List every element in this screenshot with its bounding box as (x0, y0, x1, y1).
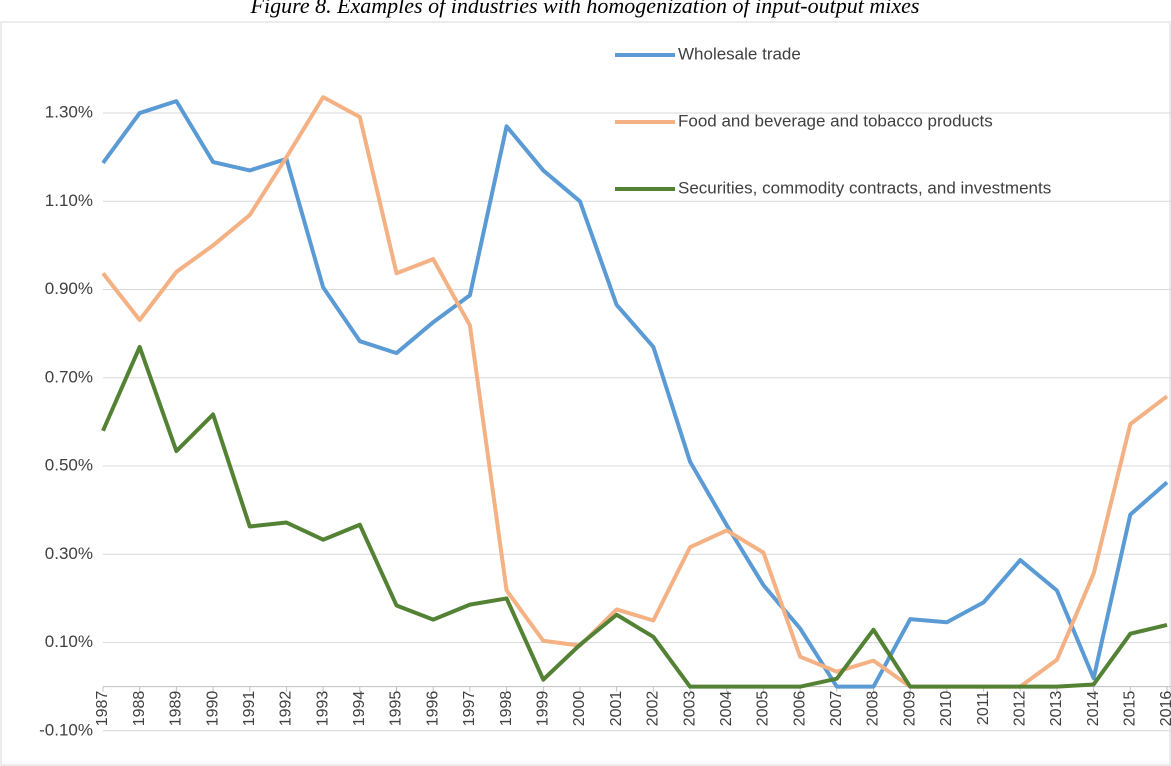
x-tick-label: 2011 (975, 691, 992, 726)
x-tick-label: 2015 (1122, 691, 1139, 727)
legend-label: Securities, commodity contracts, and inv… (678, 178, 1051, 197)
x-tick-label: 2003 (681, 691, 698, 727)
x-tick-label: 1989 (168, 691, 185, 727)
y-tick-label: 0.70% (45, 367, 93, 386)
x-tick-label: 2004 (718, 691, 735, 727)
x-tick-label: 1988 (131, 691, 148, 727)
x-tick-label: 2001 (608, 691, 625, 727)
y-tick-label: 0.10% (45, 632, 93, 651)
x-tick-label: 2008 (865, 691, 882, 727)
x-tick-label: 2014 (1085, 691, 1102, 727)
x-tick-label: 1995 (388, 691, 405, 727)
y-tick-label: 0.30% (45, 544, 93, 563)
x-tick-label: 2007 (828, 691, 845, 727)
series-line (101, 99, 1169, 689)
x-tick-label: 1987 (94, 691, 111, 727)
x-tick-label: 1994 (351, 691, 368, 727)
x-tick-label: 2009 (901, 691, 918, 727)
x-tick-label: 1997 (461, 691, 478, 727)
y-tick-label: -0.10% (39, 720, 93, 739)
x-tick-label: 2002 (645, 691, 662, 727)
x-tick-label: 1992 (278, 691, 295, 727)
x-tick-label: 2012 (1011, 691, 1028, 727)
y-tick-label: 0.50% (45, 456, 93, 475)
x-tick-label: 1996 (424, 691, 441, 727)
x-tick-label: 1993 (314, 691, 331, 727)
legend-label: Food and beverage and tobacco products (678, 111, 993, 130)
x-tick-label: 1991 (241, 691, 258, 727)
y-tick-label: 0.90% (45, 279, 93, 298)
x-tick-label: 2005 (755, 691, 772, 727)
x-tick-label: 2013 (1048, 691, 1065, 727)
y-tick-label: 1.10% (45, 191, 93, 210)
legend-label: Wholesale trade (678, 44, 801, 63)
x-tick-label: 1998 (498, 691, 515, 727)
chart-title: Figure 8. Examples of industries with ho… (250, 0, 920, 18)
x-tick-label: 2000 (571, 691, 588, 727)
x-tick-label: 1999 (534, 691, 551, 727)
x-tick-label: 2006 (791, 691, 808, 727)
x-tick-label: 2016 (1158, 691, 1171, 727)
y-tick-label: 1.30% (45, 103, 93, 122)
x-tick-label: 2010 (938, 691, 955, 727)
chart-border (0, 21, 1171, 766)
series-line (101, 344, 1168, 689)
x-tick-label: 1990 (204, 691, 221, 727)
